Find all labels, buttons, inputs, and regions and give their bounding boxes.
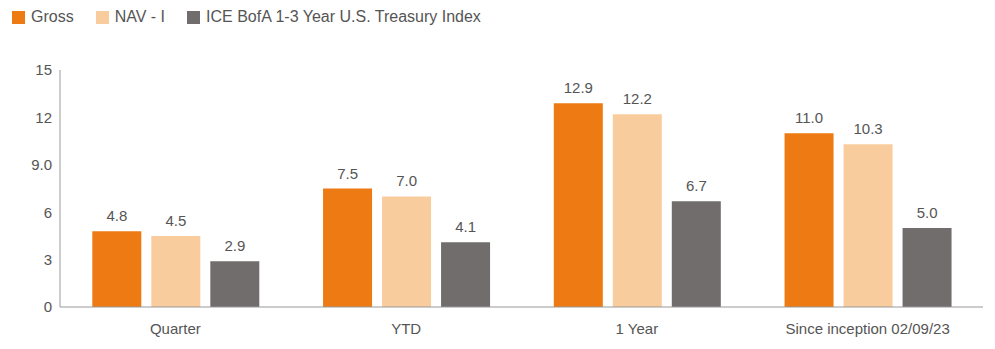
- svg-text:12: 12: [35, 109, 52, 126]
- svg-text:4.1: 4.1: [455, 218, 476, 235]
- html-text:Gross: Gross: [31, 8, 74, 25]
- svg-text:YTD: YTD: [391, 320, 421, 337]
- svg-text:Since inception 02/09/23: Since inception 02/09/23: [785, 320, 949, 337]
- svg-text:1 Year: 1 Year: [616, 320, 659, 337]
- svg-text:Quarter: Quarter: [150, 320, 201, 337]
- svg-text:12.9: 12.9: [564, 79, 593, 96]
- svg-text:5.0: 5.0: [917, 204, 938, 221]
- svg-text:10.3: 10.3: [853, 120, 882, 137]
- svg-text:7.5: 7.5: [337, 165, 358, 182]
- svg-text:6: 6: [44, 204, 52, 221]
- svg-text:12.2: 12.2: [623, 90, 652, 107]
- svg-text:4.8: 4.8: [106, 207, 127, 224]
- svg-text:11.0: 11.0: [795, 109, 823, 126]
- svg-text:15: 15: [35, 61, 52, 78]
- svg-text:3: 3: [44, 251, 52, 268]
- html-text:ICE BofA 1-3 Year U.S. Treasur: ICE BofA 1-3 Year U.S. Treasury Index: [206, 8, 481, 25]
- svg-text:6.7: 6.7: [686, 177, 707, 194]
- svg-text:9.0: 9.0: [31, 156, 52, 173]
- svg-text:2.9: 2.9: [224, 237, 245, 254]
- svg-text:7.0: 7.0: [396, 172, 417, 189]
- svg-text:4.5: 4.5: [165, 212, 186, 229]
- svg-text:0: 0: [44, 298, 52, 315]
- html-text:NAV - I: NAV - I: [114, 8, 165, 25]
